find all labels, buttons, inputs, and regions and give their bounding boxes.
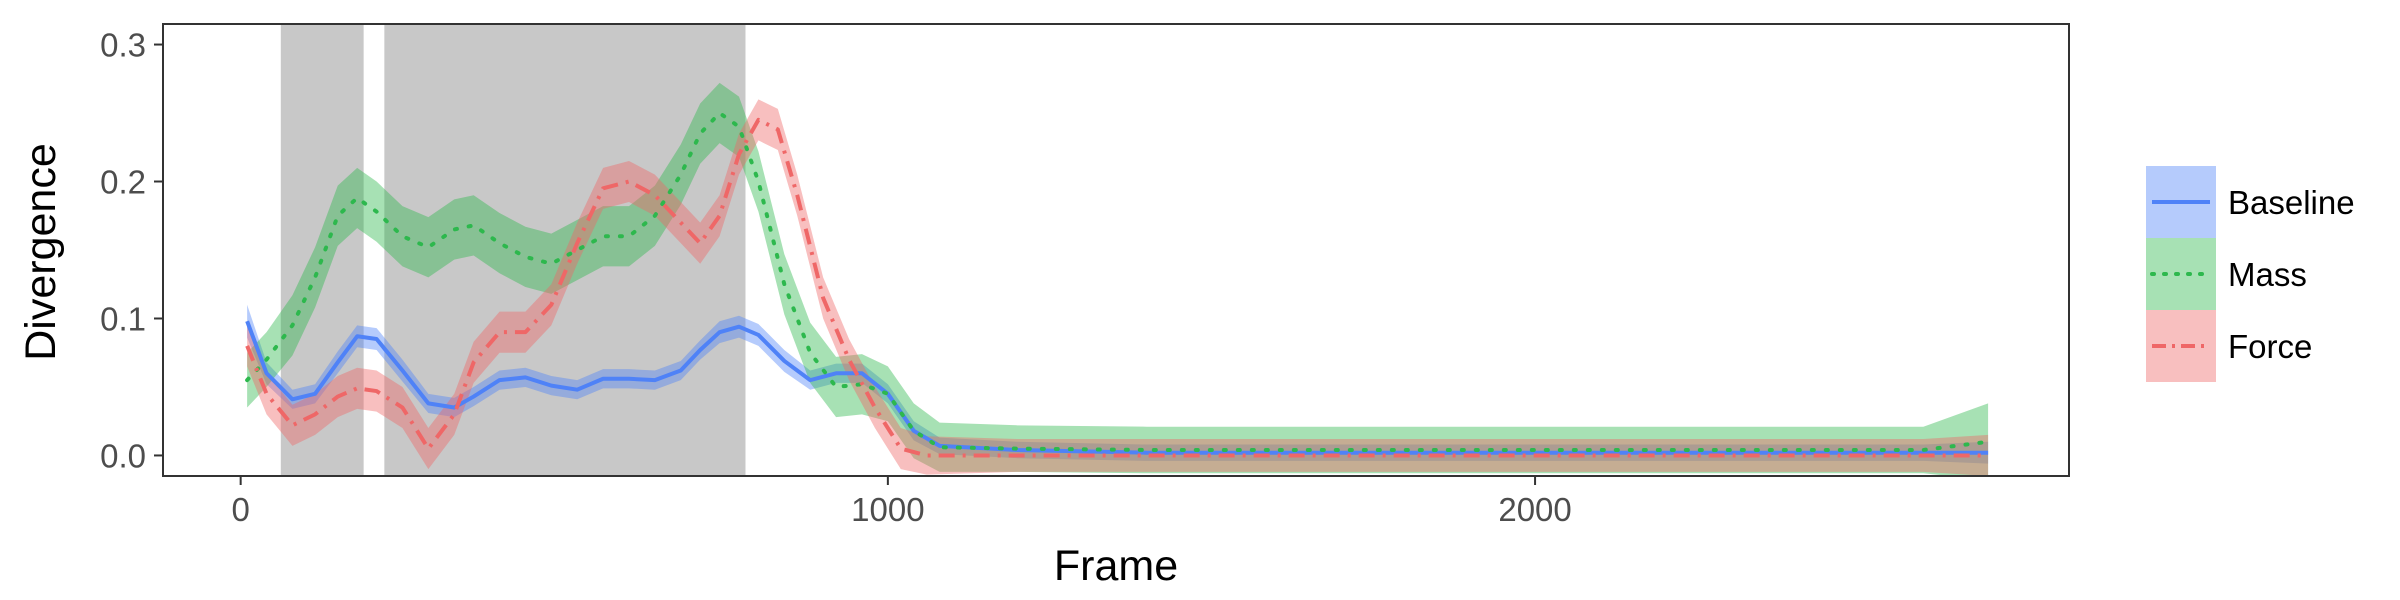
y-tick-label: 0.2	[100, 164, 146, 201]
legend-key-baseline	[2146, 166, 2216, 238]
legend-key-force	[2146, 310, 2216, 382]
legend-label-force: Force	[2228, 328, 2312, 365]
y-axis-title: Divergence	[17, 143, 65, 361]
y-tick-label: 0.3	[100, 27, 146, 64]
band-mass	[247, 82, 1989, 476]
line-force	[245, 117, 1989, 458]
band-baseline	[247, 304, 1989, 464]
shaded-region-2	[384, 24, 746, 476]
line-mass	[245, 111, 1991, 452]
x-tick-label: 0	[231, 491, 249, 528]
legend-label-mass: Mass	[2228, 256, 2307, 293]
line-baseline	[245, 320, 1989, 455]
legend-key-fill	[2146, 238, 2216, 310]
y-tick-label: 0.0	[100, 437, 146, 474]
legend-label-baseline: Baseline	[2228, 184, 2355, 221]
plot-frame	[162, 23, 2070, 477]
x-axis-title: Frame	[1054, 542, 1178, 590]
x-tick-label: 2000	[1498, 491, 1571, 528]
legend-key-mass	[2146, 238, 2216, 310]
legend: Baseline Mass Force	[2146, 166, 2355, 382]
y-tick-label: 0.1	[100, 300, 146, 337]
x-tick-label: 1000	[851, 491, 924, 528]
